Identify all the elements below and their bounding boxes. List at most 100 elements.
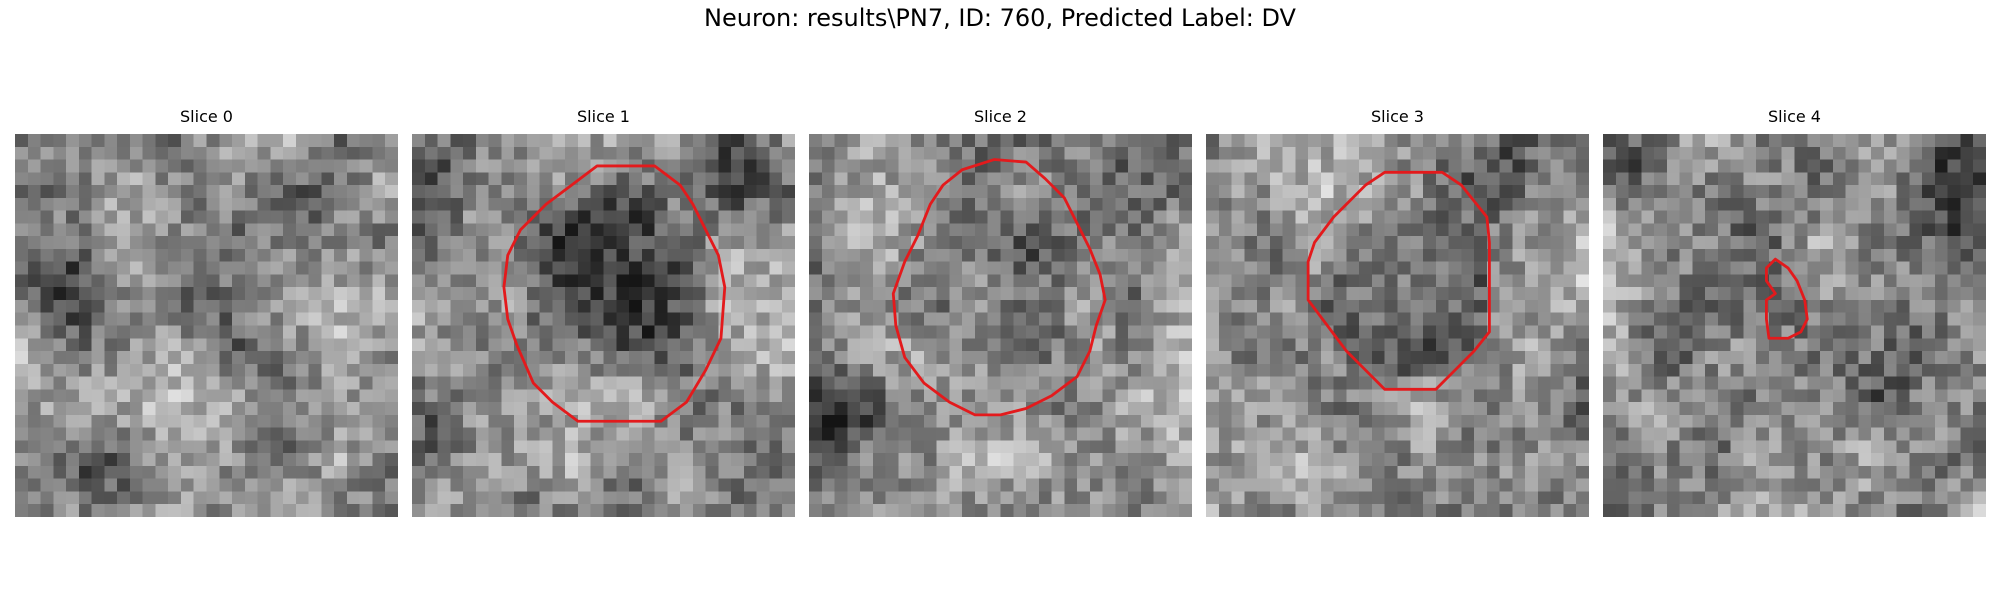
image-pixel [1654, 210, 1668, 224]
image-pixel [334, 274, 348, 288]
image-pixel [1512, 325, 1526, 339]
image-pixel [1064, 299, 1078, 313]
image-pixel [692, 146, 706, 160]
image-pixel [1346, 338, 1360, 352]
image-pixel [1320, 223, 1334, 237]
image-pixel [809, 185, 823, 199]
image-pixel [1423, 261, 1437, 275]
image-pixel [1654, 414, 1668, 428]
image-pixel [104, 376, 118, 390]
image-pixel [847, 414, 861, 428]
image-pixel [463, 134, 477, 148]
image-pixel [1140, 236, 1154, 250]
image-pixel [1282, 351, 1296, 365]
image-pixel [1807, 504, 1821, 517]
image-pixel [1717, 146, 1731, 160]
image-pixel [565, 223, 579, 237]
image-pixel [283, 363, 297, 377]
image-pixel [987, 440, 1001, 454]
image-pixel [872, 312, 886, 326]
image-pixel [809, 351, 823, 365]
image-pixel [1628, 389, 1642, 403]
image-pixel [1576, 261, 1589, 275]
image-pixel [1179, 223, 1192, 237]
image-pixel [1410, 159, 1424, 173]
image-pixel [78, 185, 92, 199]
image-pixel [667, 427, 681, 441]
image-pixel [283, 159, 297, 173]
image-pixel [782, 210, 795, 224]
image-pixel [1026, 236, 1040, 250]
image-pixel [155, 453, 169, 467]
image-pixel [1922, 478, 1936, 492]
image-pixel [821, 248, 835, 262]
image-pixel [654, 440, 668, 454]
image-pixel [283, 134, 297, 148]
image-pixel [616, 248, 630, 262]
image-pixel [1909, 478, 1923, 492]
image-pixel [104, 299, 118, 313]
image-pixel [1051, 440, 1065, 454]
image-pixel [1153, 325, 1167, 339]
image-pixel [1934, 223, 1948, 237]
image-pixel [168, 134, 182, 148]
image-pixel [1525, 402, 1539, 416]
image-pixel [1218, 236, 1232, 250]
image-pixel [206, 210, 220, 224]
image-pixel [1603, 478, 1617, 492]
image-pixel [1576, 389, 1589, 403]
image-pixel [91, 389, 105, 403]
image-pixel [936, 312, 950, 326]
image-pixel [1654, 376, 1668, 390]
image-pixel [1474, 299, 1488, 313]
image-pixel [1486, 478, 1500, 492]
image-pixel [232, 172, 246, 186]
image-pixel [27, 363, 41, 377]
image-pixel [552, 159, 566, 173]
image-pixel [590, 236, 604, 250]
image-pixel [1641, 299, 1655, 313]
image-pixel [731, 440, 745, 454]
image-pixel [834, 325, 848, 339]
image-pixel [155, 427, 169, 441]
image-pixel [936, 440, 950, 454]
image-pixel [321, 376, 335, 390]
image-pixel [1346, 223, 1360, 237]
image-pixel [1257, 389, 1271, 403]
image-pixel [244, 210, 258, 224]
image-pixel [1603, 325, 1617, 339]
image-pixel [987, 504, 1001, 517]
image-pixel [463, 274, 477, 288]
image-pixel [936, 210, 950, 224]
image-pixel [603, 376, 617, 390]
image-pixel [1615, 351, 1629, 365]
image-pixel [936, 453, 950, 467]
image-pixel [1896, 351, 1910, 365]
image-pixel [629, 453, 643, 467]
image-pixel [53, 274, 67, 288]
image-pixel [987, 197, 1001, 211]
image-pixel [1717, 453, 1731, 467]
image-pixel [142, 159, 156, 173]
image-pixel [1883, 351, 1897, 365]
image-pixel [308, 389, 322, 403]
image-pixel [1359, 402, 1373, 416]
image-pixel [898, 274, 912, 288]
image-pixel [193, 491, 207, 505]
image-pixel [1603, 287, 1617, 301]
image-pixel [1934, 338, 1948, 352]
image-pixel [923, 134, 937, 148]
image-pixel [1576, 465, 1589, 479]
image-pixel [1064, 389, 1078, 403]
image-pixel [1244, 223, 1258, 237]
image-pixel [654, 376, 668, 390]
image-pixel [667, 236, 681, 250]
image-pixel [27, 185, 41, 199]
image-pixel [1730, 465, 1744, 479]
image-pixel [1423, 274, 1437, 288]
image-pixel [667, 134, 681, 148]
image-pixel [949, 389, 963, 403]
image-pixel [257, 236, 271, 250]
image-pixel [91, 172, 105, 186]
image-pixel [359, 146, 373, 160]
